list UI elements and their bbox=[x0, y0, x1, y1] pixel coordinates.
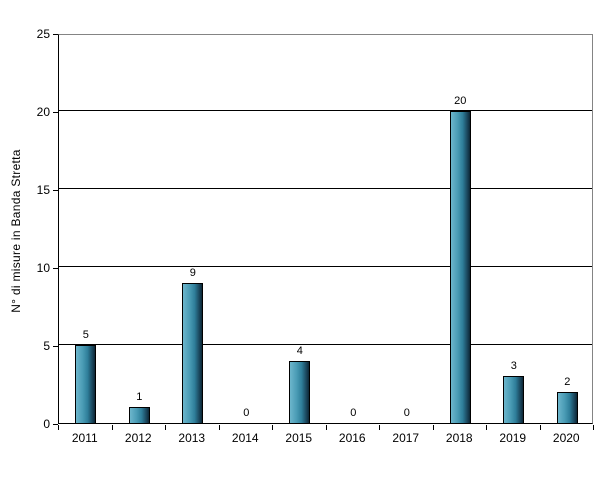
y-tick-5 bbox=[53, 346, 58, 347]
value-label-2020: 2 bbox=[564, 375, 571, 388]
y-tick-label-15: 15 bbox=[36, 183, 50, 197]
x-tick-4 bbox=[272, 425, 273, 430]
y-tick-label-20: 20 bbox=[36, 105, 50, 119]
y-tick-20 bbox=[53, 112, 58, 113]
x-tick-6 bbox=[379, 425, 380, 430]
value-label-2012: 1 bbox=[136, 391, 143, 404]
y-tick-25 bbox=[53, 34, 58, 35]
gridline-y5 bbox=[59, 344, 592, 345]
x-label-2015: 2015 bbox=[285, 431, 313, 445]
x-label-2014: 2014 bbox=[231, 431, 259, 445]
y-tick-label-0: 0 bbox=[43, 417, 50, 431]
value-label-2019: 3 bbox=[510, 360, 517, 373]
y-tick-label-10: 10 bbox=[36, 261, 50, 275]
x-tick-10 bbox=[593, 425, 594, 430]
y-tick-label-5: 5 bbox=[43, 339, 50, 353]
x-tick-9 bbox=[539, 425, 541, 430]
bar-2018 bbox=[449, 111, 471, 423]
bar-2011 bbox=[75, 345, 97, 423]
x-tick-7 bbox=[432, 425, 434, 430]
y-tick-10 bbox=[53, 268, 58, 269]
y-axis-title-text: N° di misure in Banda Stretta bbox=[9, 149, 23, 313]
x-tick-1 bbox=[111, 425, 113, 430]
x-label-2017: 2017 bbox=[392, 431, 420, 445]
value-label-2013: 9 bbox=[189, 266, 196, 279]
bar-2020 bbox=[556, 391, 578, 423]
bar-2012 bbox=[128, 407, 150, 423]
x-tick-8 bbox=[486, 425, 487, 430]
x-label-2016: 2016 bbox=[338, 431, 366, 445]
value-label-2016: 0 bbox=[350, 407, 357, 419]
value-label-2018: 20 bbox=[454, 95, 467, 107]
y-tick-15 bbox=[53, 190, 58, 191]
gridline-y20 bbox=[59, 110, 592, 111]
x-label-2020: 2020 bbox=[552, 431, 580, 445]
x-tick-5 bbox=[325, 425, 327, 430]
bar-2013 bbox=[182, 282, 204, 423]
x-label-2018: 2018 bbox=[445, 431, 473, 445]
x-tick-3 bbox=[218, 425, 220, 430]
value-label-2014: 0 bbox=[243, 407, 250, 419]
value-label-2017: 0 bbox=[403, 407, 410, 419]
y-tick-0 bbox=[53, 424, 58, 425]
x-label-2019: 2019 bbox=[499, 431, 527, 445]
value-label-2011: 5 bbox=[82, 329, 89, 341]
bar-2015 bbox=[289, 360, 311, 423]
y-tick-label-25: 25 bbox=[36, 27, 50, 41]
value-label-2015: 4 bbox=[296, 344, 303, 357]
x-label-2013: 2013 bbox=[178, 431, 206, 445]
x-label-2011: 2011 bbox=[71, 431, 98, 445]
x-tick-0 bbox=[58, 425, 59, 430]
x-tick-2 bbox=[165, 425, 166, 430]
gridline-y15 bbox=[59, 188, 592, 189]
x-label-2012: 2012 bbox=[124, 431, 152, 445]
plot-area: 5 1 9 0 4 0 0 20 3 2 bbox=[58, 34, 593, 424]
gridline-y10 bbox=[59, 266, 592, 267]
bar-2019 bbox=[503, 376, 525, 423]
